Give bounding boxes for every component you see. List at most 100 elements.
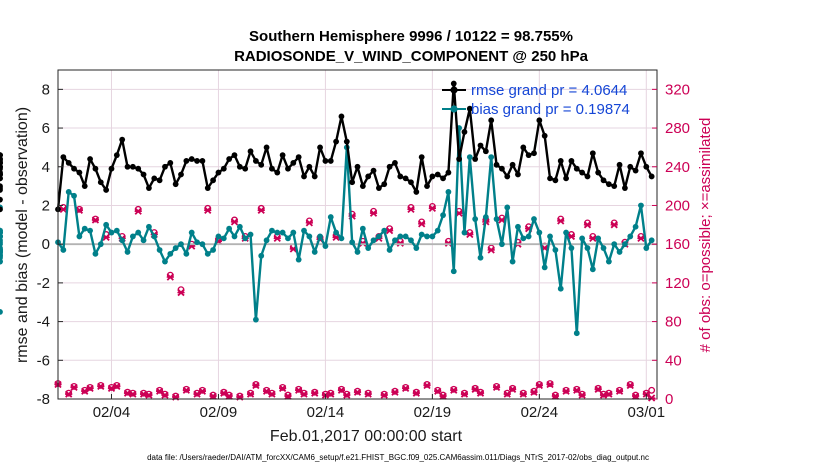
- rmse-point: [445, 169, 452, 176]
- rmse-point: [584, 173, 591, 180]
- obs-assimilated-marker: [246, 390, 255, 398]
- legend-bias-marker: [450, 105, 458, 113]
- bias-point: [242, 235, 249, 242]
- bias-point: [450, 268, 457, 275]
- bias-point: [648, 237, 655, 244]
- obs-assimilated-marker: [471, 385, 479, 393]
- obs-assimilated-marker: [177, 288, 185, 297]
- bias-point: [311, 249, 318, 255]
- x-axis: 02/04 02/09 02/14 02/19 02/24 03/01: [93, 394, 665, 421]
- obs-assimilated-marker: [204, 206, 212, 214]
- rmse-point: [402, 175, 409, 182]
- series-bias-line: [57, 126, 653, 335]
- obs-possible-marker: [578, 390, 586, 398]
- obs-assimilated-marker: [70, 383, 78, 392]
- bias-point: [0, 247, 3, 253]
- rmse-point: [611, 183, 618, 190]
- obs-assimilated-marker: [155, 387, 164, 395]
- obs-assimilated-marker: [198, 387, 207, 395]
- bias-point: [140, 237, 147, 244]
- rmse-point: [87, 156, 93, 162]
- rmse-point: [0, 163, 3, 170]
- y-tick-label: -8: [37, 391, 50, 408]
- obs-assimilated-marker: [589, 234, 597, 243]
- bias-point: [397, 233, 404, 240]
- bias-point: [226, 225, 233, 232]
- bias-point: [466, 154, 473, 160]
- rmse-point: [65, 159, 72, 166]
- bias-point: [87, 227, 93, 234]
- obs-assimilated-marker: [562, 387, 570, 395]
- y-tick-label: 4: [42, 159, 50, 176]
- rmse-point: [124, 163, 131, 170]
- obs-possible-marker: [263, 386, 271, 394]
- obs-possible-marker: [252, 381, 260, 388]
- rmse-point: [509, 161, 516, 168]
- rmse-point: [354, 163, 361, 170]
- bias-point: [0, 309, 3, 315]
- bias-point: [370, 237, 377, 244]
- obs-assimilated-marker: [412, 389, 420, 397]
- obs-assimilated-marker: [145, 391, 153, 399]
- obs-assimilated-marker: [86, 384, 94, 392]
- obs-assimilated-marker: [578, 391, 586, 399]
- obs-possible-marker: [439, 391, 447, 399]
- series-bias: [0, 125, 655, 337]
- rmse-point: [343, 138, 350, 145]
- obs-assimilated-marker: [626, 381, 634, 390]
- bias-point: [547, 233, 553, 240]
- rmse-point: [589, 150, 596, 157]
- rmse-point: [81, 183, 88, 190]
- right-axis: 0 40 80 120 160 200 240 280 320: [652, 81, 690, 408]
- rmse-point: [119, 136, 126, 143]
- obs-assimilated-marker: [225, 392, 233, 400]
- obs-possible-marker: [97, 382, 105, 389]
- chart-title: Southern Hemisphere 9996 / 10122 = 98.75…: [249, 28, 573, 45]
- bias-point: [595, 235, 602, 242]
- bias-point: [135, 229, 142, 236]
- obs-possible-marker: [198, 386, 206, 394]
- bias-point: [509, 258, 516, 265]
- x-tick-label: 03/01: [628, 404, 666, 421]
- bias-point: [188, 229, 195, 236]
- rmse-point: [515, 171, 521, 178]
- y-tick-label: -2: [37, 275, 50, 292]
- obs-assimilated-marker: [113, 382, 121, 391]
- obs-possible-marker: [65, 389, 73, 397]
- rmse-point: [0, 152, 3, 159]
- rmse-point: [477, 142, 484, 149]
- rmse-point: [557, 158, 564, 164]
- bias-point: [65, 189, 72, 195]
- obs-possible-marker: [471, 384, 479, 392]
- bias-point: [375, 233, 382, 240]
- obs-assimilated-marker: [268, 390, 276, 398]
- rmse-point: [413, 189, 420, 195]
- rmse-point: [440, 175, 446, 182]
- y2-tick-label: 280: [665, 120, 690, 137]
- bias-point: [557, 285, 564, 292]
- obs-assimilated-marker: [648, 394, 656, 402]
- rmse-point: [113, 152, 120, 159]
- rmse-point: [397, 173, 404, 180]
- bias-point: [616, 249, 623, 255]
- rmse-point: [359, 183, 366, 190]
- rmse-point: [194, 158, 200, 164]
- bias-point: [605, 258, 612, 265]
- series-layer: [0, 80, 655, 337]
- bias-point: [0, 239, 3, 246]
- y2-tick-label: 80: [665, 314, 682, 331]
- rmse-point: [258, 161, 265, 168]
- rmse-point: [172, 181, 179, 188]
- rmse-point: [488, 117, 495, 124]
- bias-point: [146, 223, 152, 230]
- x-tick-label: 02/14: [307, 404, 345, 421]
- bias-point: [643, 245, 650, 251]
- y2-tick-label: 240: [665, 159, 690, 176]
- obs-possible-marker: [648, 386, 656, 394]
- obs-possible-marker: [220, 388, 228, 396]
- rmse-point: [199, 158, 206, 164]
- rmse-point: [247, 148, 254, 155]
- rmse-point: [429, 173, 436, 180]
- obs-possible-marker: [86, 383, 94, 391]
